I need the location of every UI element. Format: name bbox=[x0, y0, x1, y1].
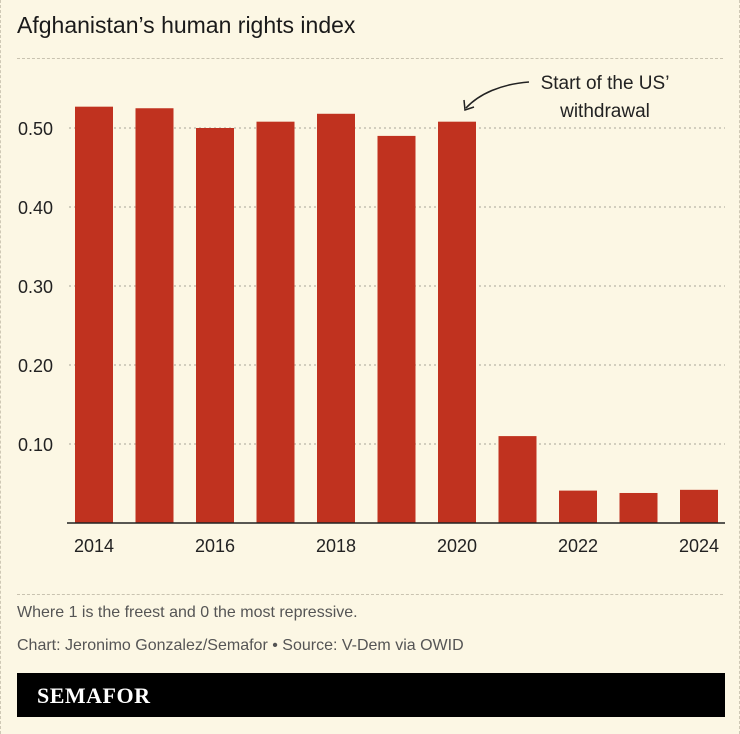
bar-2016 bbox=[196, 128, 234, 523]
bar-2024 bbox=[680, 489, 718, 523]
bar-chart: 0.10 0.20 0.30 0.40 0.50 2014 2016 2018 2020 2022… bbox=[18, 73, 725, 556]
divider-top bbox=[17, 58, 723, 59]
annotation-line-1: Start of the US’ bbox=[541, 73, 670, 94]
footnote: Where 1 is the freest and 0 the most rep… bbox=[17, 604, 358, 621]
bar-2022 bbox=[559, 490, 597, 523]
y-tick-label: 0.50 bbox=[18, 119, 53, 139]
bar-2021 bbox=[498, 436, 537, 523]
bar-2023 bbox=[619, 492, 658, 523]
semafor-logo: SEMAFOR bbox=[37, 683, 151, 708]
divider-bottom bbox=[17, 594, 723, 595]
arrowhead-icon bbox=[463, 99, 475, 112]
y-tick-label: 0.40 bbox=[18, 198, 53, 218]
x-tick-label: 2022 bbox=[558, 536, 598, 556]
y-tick-label: 0.10 bbox=[18, 435, 53, 455]
bar-2019 bbox=[377, 135, 416, 523]
bar-2020 bbox=[438, 121, 476, 524]
y-tick-label: 0.30 bbox=[18, 277, 53, 297]
bar-2017 bbox=[256, 121, 295, 524]
x-tick-label: 2018 bbox=[316, 536, 356, 556]
x-tick-label: 2016 bbox=[195, 536, 235, 556]
x-tick-label: 2014 bbox=[74, 536, 114, 556]
annotation-line-2: withdrawal bbox=[559, 101, 650, 122]
x-tick-label: 2020 bbox=[437, 536, 477, 556]
bar-2014 bbox=[75, 106, 113, 524]
bar-2015 bbox=[135, 108, 174, 523]
x-tick-label: 2024 bbox=[679, 536, 719, 556]
brand-banner: SEMAFOR bbox=[17, 673, 725, 717]
source-note: Chart: Jeronimo Gonzalez/Semafor • Sourc… bbox=[17, 637, 464, 654]
bar-2018 bbox=[317, 113, 355, 523]
chart-title: Afghanistan’s human rights index bbox=[17, 12, 356, 38]
annotation-arrow bbox=[465, 81, 530, 109]
y-tick-label: 0.20 bbox=[18, 356, 53, 376]
